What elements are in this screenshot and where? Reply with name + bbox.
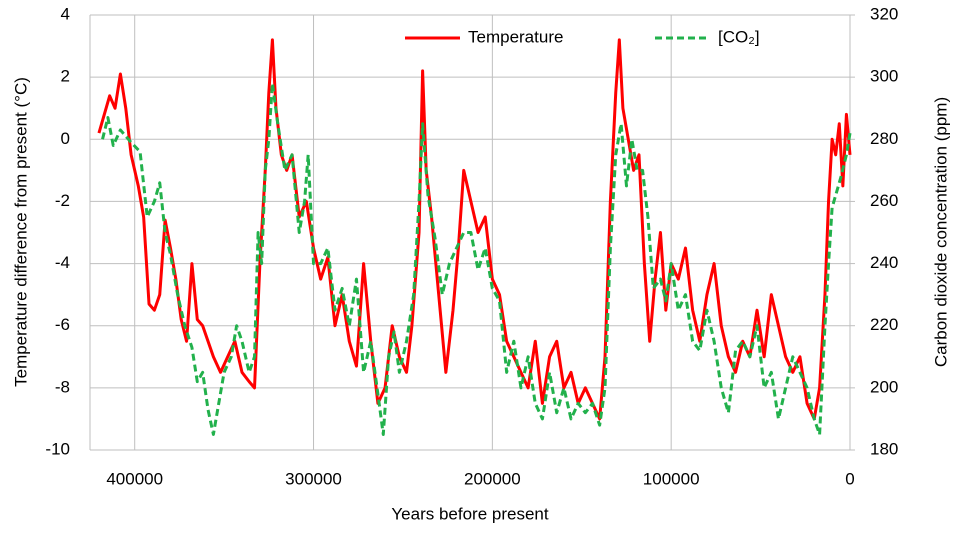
x-tick-label: 400000 — [106, 469, 163, 488]
x-tick-label: 100000 — [643, 469, 700, 488]
y2-tick-label: 180 — [870, 439, 898, 458]
legend-label: Temperature — [468, 27, 563, 46]
y-tick-label: -10 — [45, 439, 70, 458]
legend-label: [CO₂] — [718, 27, 760, 46]
x-tick-label: 0 — [845, 469, 854, 488]
y2-tick-label: 260 — [870, 191, 898, 210]
x-tick-label: 300000 — [285, 469, 342, 488]
y-tick-label: -8 — [55, 377, 70, 396]
x-tick-label: 200000 — [464, 469, 521, 488]
series-line — [101, 81, 852, 436]
y2-tick-label: 200 — [870, 377, 898, 396]
series-line — [97, 38, 852, 421]
y2-tick-label: 220 — [870, 315, 898, 334]
y2-axis-label: Carbon dioxide concentration (ppm) — [931, 97, 950, 367]
y2-tick-label: 300 — [870, 67, 898, 86]
x-axis-label: Years before present — [391, 504, 548, 523]
y-tick-label: 2 — [61, 67, 70, 86]
y-axis-label: Temperature difference from present (°C) — [11, 77, 30, 387]
y-tick-label: 0 — [61, 129, 70, 148]
y-tick-label: -2 — [55, 191, 70, 210]
y2-tick-label: 240 — [870, 253, 898, 272]
y2-tick-label: 320 — [870, 4, 898, 23]
y-tick-label: -4 — [55, 253, 70, 272]
y-tick-label: -6 — [55, 315, 70, 334]
y2-tick-label: 280 — [870, 129, 898, 148]
y-tick-label: 4 — [61, 4, 70, 23]
